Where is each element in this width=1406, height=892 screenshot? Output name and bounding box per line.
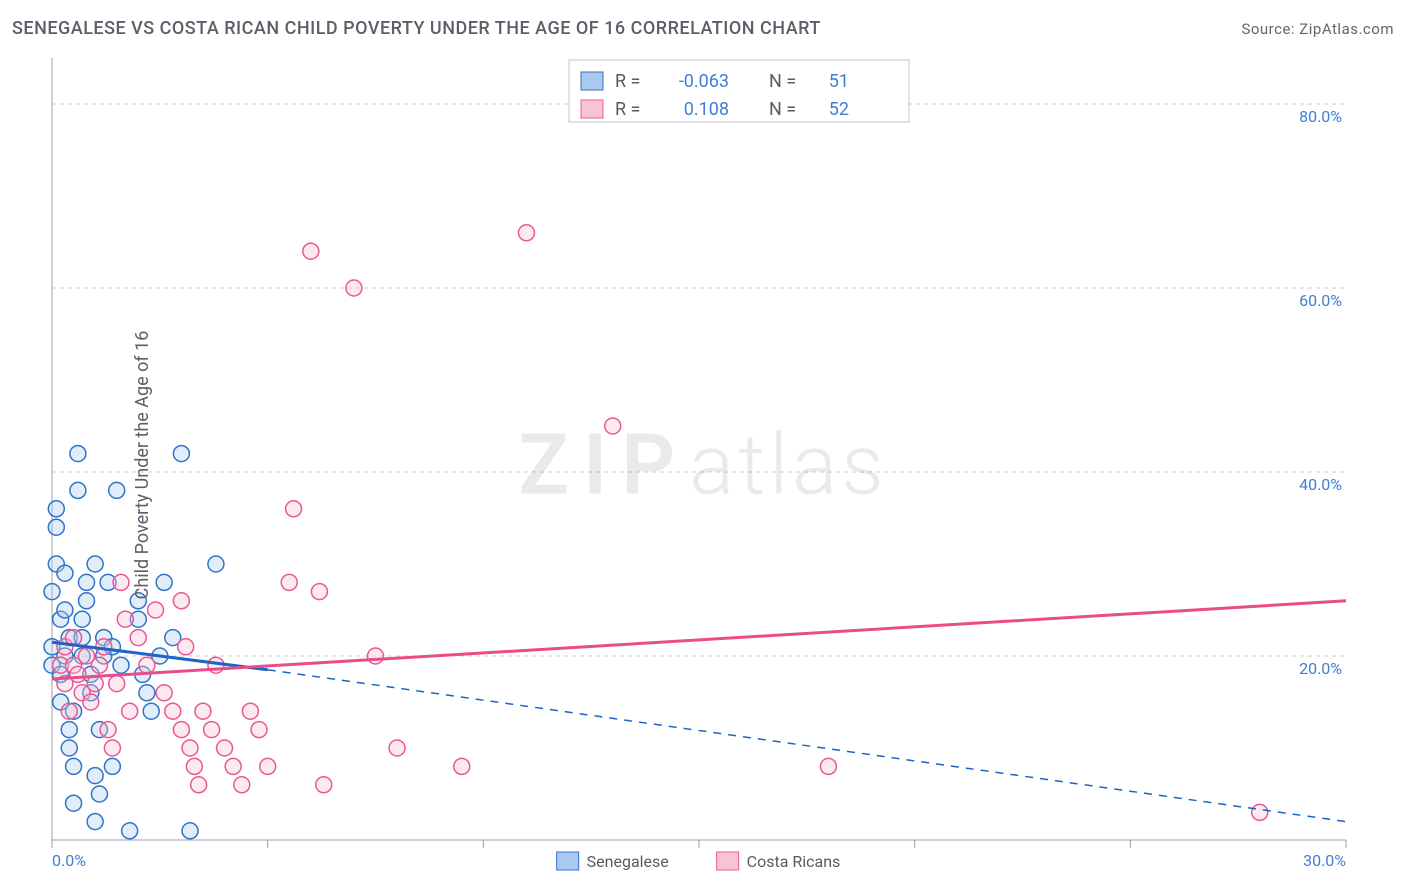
data-point <box>100 722 116 738</box>
x-tick-label: 0.0% <box>52 851 86 870</box>
chart-title: SENEGALESE VS COSTA RICAN CHILD POVERTY … <box>12 18 821 39</box>
data-point <box>130 630 146 646</box>
data-point <box>204 722 220 738</box>
data-point <box>66 758 82 774</box>
data-point <box>173 446 189 462</box>
data-point <box>186 758 202 774</box>
data-point <box>191 777 207 793</box>
data-point <box>117 611 133 627</box>
data-point <box>518 225 534 241</box>
legend-swatch <box>581 72 603 90</box>
data-point <box>389 740 405 756</box>
stat-n-value: 52 <box>829 99 849 120</box>
stat-r-label: R = <box>615 71 640 92</box>
data-point <box>234 777 250 793</box>
data-point <box>281 574 297 590</box>
data-point <box>139 685 155 701</box>
data-point <box>242 703 258 719</box>
legend-swatch <box>717 852 739 870</box>
data-point <box>165 703 181 719</box>
chart-container: Child Poverty Under the Age of 16 20.0% 4… <box>10 50 1396 880</box>
data-point <box>87 556 103 572</box>
data-point <box>104 740 120 756</box>
legend-swatch <box>557 852 579 870</box>
y-axis-label: Child Poverty Under the Age of 16 <box>132 331 153 600</box>
data-point <box>70 446 86 462</box>
y-tick-label: 20.0% <box>1299 659 1342 678</box>
data-point <box>605 418 621 434</box>
legend-label: Costa Ricans <box>747 852 841 871</box>
data-point <box>70 666 86 682</box>
stat-n-label: N = <box>769 99 796 120</box>
y-tick-label: 40.0% <box>1299 475 1342 494</box>
data-point <box>61 740 77 756</box>
data-point <box>156 574 172 590</box>
data-point <box>109 482 125 498</box>
data-point <box>311 584 327 600</box>
data-point <box>122 823 138 839</box>
data-point <box>87 814 103 830</box>
data-point <box>104 758 120 774</box>
data-point <box>217 740 233 756</box>
header-row: SENEGALESE VS COSTA RICAN CHILD POVERTY … <box>12 18 1394 39</box>
data-point <box>346 280 362 296</box>
data-point <box>79 593 95 609</box>
data-point <box>143 703 159 719</box>
data-point <box>61 722 77 738</box>
y-tick-label: 60.0% <box>1299 291 1342 310</box>
trend-line-extrapolated <box>268 670 1346 822</box>
data-point <box>182 823 198 839</box>
data-point <box>48 519 64 535</box>
data-point <box>251 722 267 738</box>
data-point <box>83 694 99 710</box>
x-tick-label: 30.0% <box>1303 851 1346 870</box>
stat-n-value: 51 <box>829 71 849 92</box>
data-point <box>113 657 129 673</box>
stat-r-label: R = <box>615 99 640 120</box>
data-point <box>195 703 211 719</box>
data-point <box>57 602 73 618</box>
data-point <box>316 777 332 793</box>
data-point <box>303 243 319 259</box>
data-point <box>1252 804 1268 820</box>
data-point <box>91 657 107 673</box>
data-point <box>368 648 384 664</box>
data-point <box>74 611 90 627</box>
data-point <box>70 482 86 498</box>
legend-swatch <box>581 100 603 118</box>
data-point <box>61 703 77 719</box>
data-point <box>173 593 189 609</box>
data-point <box>260 758 276 774</box>
data-point <box>57 565 73 581</box>
stat-r-value: -0.063 <box>679 71 729 92</box>
data-point <box>87 768 103 784</box>
legend-label: Senegalese <box>587 852 669 871</box>
data-point <box>208 556 224 572</box>
data-point <box>122 703 138 719</box>
data-point <box>182 740 198 756</box>
data-point <box>225 758 241 774</box>
data-point <box>113 574 129 590</box>
data-point <box>66 795 82 811</box>
trend-line <box>52 601 1346 679</box>
data-point <box>178 639 194 655</box>
stat-n-label: N = <box>769 71 796 92</box>
data-point <box>48 501 64 517</box>
data-point <box>156 685 172 701</box>
data-point <box>454 758 470 774</box>
data-point <box>173 722 189 738</box>
data-point <box>148 602 164 618</box>
stat-r-value: 0.108 <box>684 99 729 120</box>
data-point <box>820 758 836 774</box>
data-point <box>91 786 107 802</box>
data-point <box>286 501 302 517</box>
data-point <box>139 657 155 673</box>
scatter-chart: 20.0% 40.0% 60.0% 80.0% 0.0% 30.0% R = -0.063 N … <box>10 50 1396 880</box>
y-tick-label: 80.0% <box>1299 107 1342 126</box>
data-point <box>44 584 60 600</box>
chart-source: Source: ZipAtlas.com <box>1241 20 1394 38</box>
data-point <box>109 676 125 692</box>
data-point <box>79 574 95 590</box>
